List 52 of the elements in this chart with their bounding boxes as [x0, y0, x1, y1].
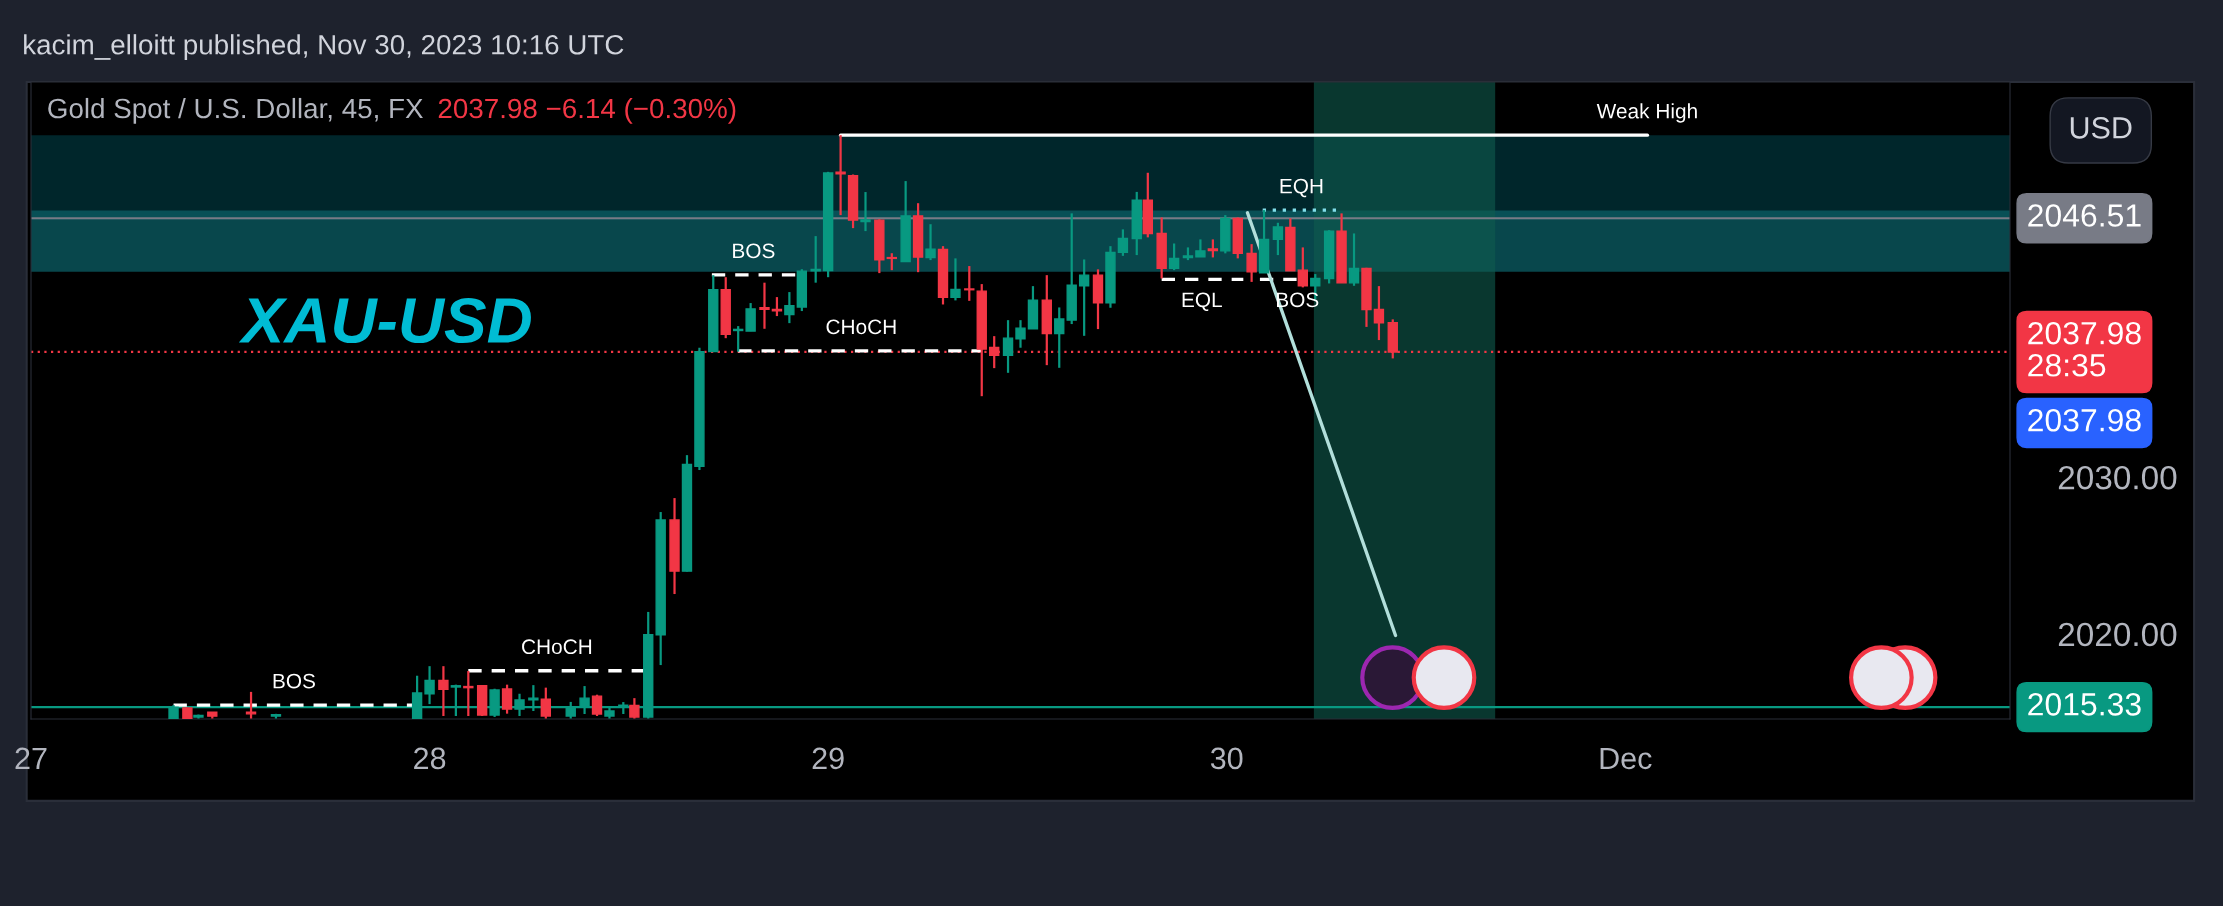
x-tick-label: 27 — [15, 747, 47, 769]
y-tick-label: 2020.00 — [2058, 622, 2177, 647]
candlestick — [1002, 319, 1014, 374]
candlestick — [1297, 246, 1309, 289]
candlestick — [463, 669, 474, 718]
candlestick — [1272, 221, 1284, 257]
candlestick — [245, 690, 257, 719]
text: USD — [2070, 117, 2132, 139]
candlestick — [925, 223, 936, 262]
text: 2037.98 — [2028, 408, 2141, 432]
candlestick — [1078, 258, 1090, 337]
candlestick — [810, 235, 821, 284]
candlestick — [784, 290, 795, 325]
ref-line-label: 2015.33 — [2028, 693, 2141, 716]
candlestick — [438, 665, 449, 718]
annotation: EQH — [1280, 178, 1323, 198]
x-tick-label: 30 — [1210, 747, 1243, 770]
candlestick — [771, 295, 783, 318]
annotation: XAU-USD — [238, 297, 531, 344]
ref-line-label: 2046.51 — [2028, 204, 2141, 227]
text: kacim_elloitt published, Nov 30, 2023 10:16 UTC — [24, 34, 624, 61]
candlestick — [501, 683, 513, 715]
candlestick — [1207, 238, 1219, 259]
x-tick-label: 28 — [414, 747, 446, 770]
annotation: CHoCH — [826, 319, 896, 335]
text: 2037.98 −6.14 (−0.30%) — [438, 97, 736, 124]
candlestick — [964, 264, 975, 302]
candlestick — [950, 257, 961, 302]
text: Gold Spot / U.S. Dollar, 45, FX — [48, 97, 423, 124]
annotation: Weak High — [1596, 103, 1697, 123]
annotation: CHoCH — [522, 639, 592, 655]
candlestick — [745, 301, 756, 333]
candlestick — [1168, 242, 1180, 272]
candlestick — [1373, 285, 1385, 342]
annotation: BOS — [273, 673, 315, 689]
candlestick — [1015, 319, 1026, 349]
candlestick — [860, 190, 871, 233]
annotation: EQL — [1182, 292, 1222, 311]
candlestick — [1117, 228, 1129, 257]
y-tick-label: 2030.00 — [2058, 465, 2177, 490]
candlestick — [835, 134, 846, 217]
annotation: BOS — [733, 243, 775, 259]
candlestick — [759, 281, 770, 330]
x-tick-label: Dec — [1600, 747, 1652, 770]
candlestick — [1054, 306, 1065, 369]
candlestick — [540, 686, 552, 719]
candlestick — [629, 697, 640, 719]
candlestick — [424, 665, 435, 706]
candlestick — [1348, 232, 1360, 287]
x-tick-label: 29 — [812, 747, 844, 770]
candlestick — [1246, 243, 1257, 284]
ref-line-label: 2037.98 28:35 — [2028, 321, 2141, 377]
